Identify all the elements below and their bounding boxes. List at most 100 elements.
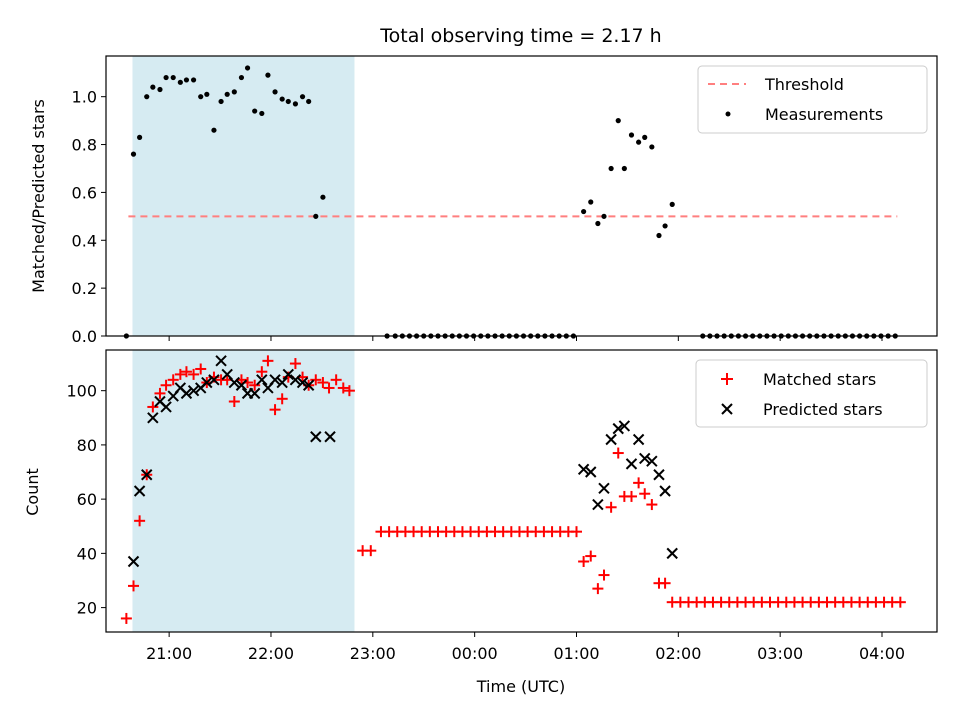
- predicted-star-point: [235, 379, 248, 391]
- measurement-point: [320, 194, 326, 200]
- measurement-point: [588, 199, 594, 205]
- predicted-star-point: [659, 485, 671, 497]
- ratio-legend: Threshold Measurements: [697, 65, 928, 134]
- matched-star-point: [317, 377, 329, 389]
- matched-legend-label: Matched stars: [763, 370, 876, 389]
- measurement-point: [170, 74, 176, 81]
- matched-star-point: [310, 374, 322, 386]
- ratio-y-tick-label: 0.2: [72, 279, 97, 298]
- matched-star-point: [269, 404, 281, 416]
- measurement-point: [621, 165, 627, 172]
- matched-star-point: [174, 368, 186, 380]
- matched-star-point: [120, 612, 132, 624]
- ratio-y-tick-label: 0.6: [72, 183, 97, 202]
- count-x-tick-label: 21:00: [146, 644, 192, 663]
- matched-star-point: [578, 556, 590, 567]
- predicted-star-point: [618, 420, 631, 432]
- count-y-tick-label: 100: [66, 382, 97, 401]
- measurement-point: [259, 110, 265, 117]
- matched-star-point: [154, 387, 166, 399]
- predicted-star-point: [147, 412, 159, 424]
- measurement-point: [581, 208, 587, 215]
- count-y-tick-label: 80: [77, 436, 97, 455]
- predicted-star-point: [248, 387, 261, 400]
- measurement-point: [211, 127, 217, 133]
- count-x-tick-label: 23:00: [350, 644, 396, 663]
- count-axes-frame: [105, 349, 938, 633]
- measurement-legend-swatch: [725, 111, 731, 117]
- predicted-star-points: [127, 355, 678, 568]
- predicted-star-point: [187, 384, 200, 397]
- matched-star-point: [276, 393, 288, 405]
- predicted-star-point: [310, 431, 322, 443]
- predicted-star-point: [585, 466, 597, 478]
- measurement-point: [137, 134, 143, 140]
- predicted-legend-label: Predicted stars: [763, 400, 883, 419]
- measurement-point: [231, 89, 237, 95]
- ratio-y-tick-label: 0.4: [72, 231, 97, 250]
- measurement-point: [190, 77, 197, 83]
- matched-star-points: [120, 355, 906, 624]
- measurement-point: [218, 98, 224, 105]
- predicted-star-point: [228, 376, 241, 389]
- predicted-star-point: [577, 463, 590, 476]
- matched-star-point: [228, 396, 240, 408]
- count-x-tick-label: 04:00: [859, 644, 905, 663]
- matched-star-point: [639, 488, 651, 500]
- matched-star-point: [592, 583, 604, 595]
- measurement-point: [279, 96, 285, 102]
- count-legend: Matched stars Predicted stars: [695, 359, 928, 428]
- predicted-star-point: [592, 498, 604, 511]
- predicted-star-point: [666, 547, 678, 560]
- predicted-star-point: [625, 458, 638, 470]
- matched-star-point: [195, 363, 207, 375]
- predicted-star-point: [639, 452, 651, 465]
- matched-star-point: [337, 382, 349, 394]
- measurement-point: [272, 89, 278, 95]
- predicted-star-point: [256, 374, 268, 386]
- predicted-legend-swatch: [721, 403, 733, 415]
- matched-star-point: [633, 477, 645, 489]
- matched-star-point: [262, 355, 274, 367]
- ratio-shaded-span: [132, 56, 355, 336]
- count-panel: 20 40 60 80 100 21:00 22:00 23:00 00:00 01:00 02:0…: [23, 349, 938, 696]
- ratio-panel: 0.0 0.2 0.4 0.6 0.8 1.0 Matched/Predicted sta…: [29, 55, 938, 346]
- measurement-point: [130, 151, 137, 157]
- measurement-point: [313, 213, 319, 219]
- measurement-point: [265, 72, 271, 78]
- matched-legend-swatch: [721, 373, 733, 385]
- predicted-star-point: [201, 376, 213, 389]
- measurement-point: [224, 91, 230, 97]
- matched-star-point: [180, 366, 192, 378]
- matched-star-point: [188, 368, 200, 380]
- measurement-point: [183, 77, 190, 83]
- predicted-star-point: [302, 379, 315, 391]
- ratio-legend-box: [697, 65, 928, 134]
- matched-star-point: [330, 374, 342, 386]
- matched-star-point: [625, 490, 637, 502]
- measurement-point: [238, 74, 245, 81]
- matched-star-point: [256, 366, 268, 378]
- matched-star-point: [365, 545, 377, 557]
- count-x-tick-label: 22:00: [248, 644, 294, 663]
- matched-star-point: [570, 526, 582, 538]
- measurement-point: [649, 144, 655, 150]
- matched-star-point: [167, 374, 179, 386]
- x-axis-label: Time (UTC): [476, 677, 565, 696]
- predicted-star-point: [646, 455, 658, 467]
- predicted-star-point: [324, 431, 336, 443]
- matched-star-point: [147, 401, 159, 413]
- count-legend-box: [695, 359, 928, 428]
- measurement-point: [628, 132, 635, 138]
- measurement-point: [163, 74, 169, 81]
- measurement-point: [656, 232, 662, 239]
- predicted-star-point: [598, 482, 610, 494]
- predicted-star-point: [653, 469, 665, 481]
- measurement-legend-label: Measurements: [765, 105, 883, 124]
- ratio-y-tick-label: 0.0: [72, 327, 97, 346]
- chart-title: Total observing time = 2.17 h: [379, 25, 661, 47]
- measurement-point: [636, 139, 642, 145]
- measurement-point: [642, 134, 648, 140]
- measurement-point: [244, 65, 251, 71]
